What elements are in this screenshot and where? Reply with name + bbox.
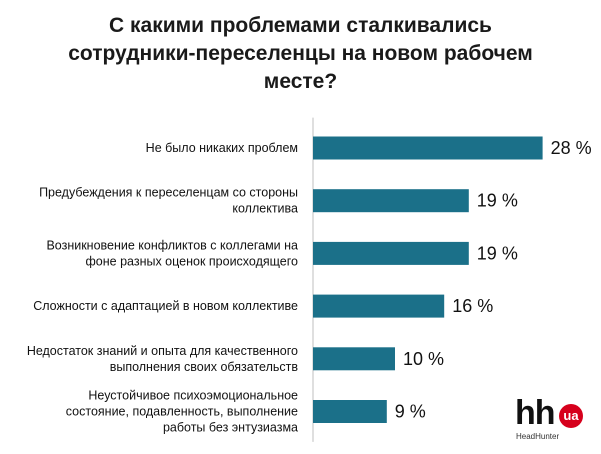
- chart-title: С какими проблемами сталкивались сотрудн…: [40, 12, 561, 96]
- category-label: работы без энтузиазма: [163, 421, 298, 435]
- data-label: 16 %: [452, 296, 493, 316]
- logo-badge: ua: [559, 404, 583, 428]
- bar: [313, 294, 445, 318]
- data-label: 9 %: [395, 402, 426, 422]
- category-label: Сложности с адаптацией в новом коллектив…: [33, 299, 298, 313]
- category-label: Предубеждения к переселенцам со стороны: [39, 186, 298, 200]
- bar: [313, 241, 469, 265]
- data-label: 10 %: [403, 349, 444, 369]
- category-label: коллектива: [232, 202, 298, 216]
- category-label: Недостаток знаний и опыта для качественн…: [27, 344, 298, 358]
- data-label: 28 %: [551, 138, 592, 158]
- headhunter-logo: hh ua HeadHunter: [515, 394, 587, 444]
- category-label: выполнения своих обязательств: [110, 360, 299, 374]
- bar: [313, 347, 395, 371]
- category-label: Возникновение конфликтов с коллегами на: [46, 238, 298, 252]
- logo-text: hh: [515, 394, 556, 432]
- chart-title-line: месте?: [263, 70, 338, 93]
- category-label: фоне разных оценок происходящего: [86, 254, 299, 268]
- data-label: 19 %: [477, 191, 518, 211]
- category-label: Неустойчивое психоэмоциональное: [88, 389, 298, 403]
- bar: [313, 189, 469, 213]
- logo-subtitle: HeadHunter: [516, 432, 560, 441]
- data-label: 19 %: [477, 243, 518, 263]
- category-label: Не было никаких проблем: [146, 141, 298, 155]
- bar: [313, 136, 543, 160]
- category-label: состояние, подавленность, выполнение: [66, 405, 298, 419]
- chart-title-line: С какими проблемами сталкивались: [109, 14, 492, 37]
- bar: [313, 400, 387, 423]
- chart-title-line: сотрудники-переселенцы на новом рабочем: [68, 42, 533, 65]
